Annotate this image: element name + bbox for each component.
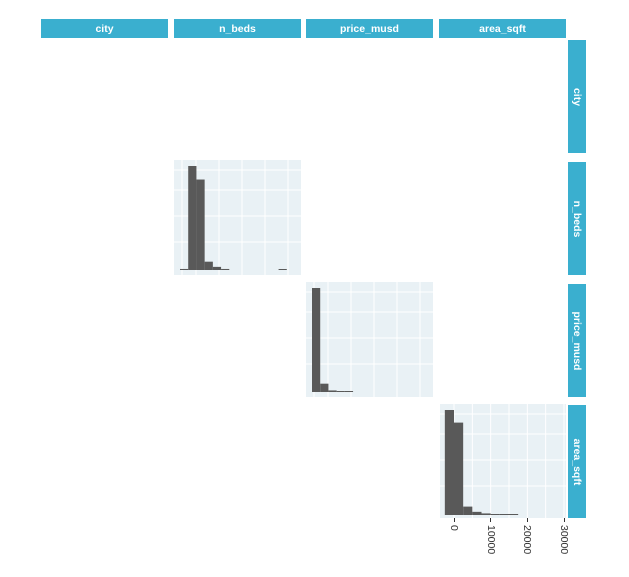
column-strip-price-musd: price_musd xyxy=(306,19,433,38)
x-tick-label: 10000 xyxy=(484,525,497,555)
histogram-bar xyxy=(312,288,321,392)
histogram-bar xyxy=(463,506,473,515)
histogram-bar xyxy=(444,410,454,515)
panel-n-beds-histogram xyxy=(174,160,301,275)
x-tick-label: 30000 xyxy=(558,525,570,555)
row-strip-price-musd-label: price_musd xyxy=(571,311,583,370)
area-sqft-x-axis: 0 10000 20000 30000 xyxy=(440,518,570,577)
x-tick-mark xyxy=(490,518,492,522)
x-tick-mark xyxy=(453,518,455,522)
histogram-bar xyxy=(188,166,197,270)
price-musd-histogram xyxy=(306,282,433,397)
histogram-bar xyxy=(320,383,329,392)
row-strip-city: city xyxy=(568,40,586,153)
row-strip-price-musd: price_musd xyxy=(568,284,586,397)
histogram-bars xyxy=(312,288,354,392)
row-strip-n-beds: n_beds xyxy=(568,162,586,275)
x-tick-mark xyxy=(563,518,565,522)
histogram-bar xyxy=(328,390,337,392)
column-strip-area-sqft: area_sqft xyxy=(439,19,566,38)
histogram-bars xyxy=(444,410,519,515)
histogram-bar xyxy=(221,268,230,270)
histogram-bar xyxy=(344,391,354,392)
histogram-bar xyxy=(196,179,205,270)
histogram-bar xyxy=(509,514,519,515)
histogram-bars xyxy=(180,166,287,270)
area-sqft-histogram xyxy=(440,404,566,518)
x-tick-label: 0 xyxy=(448,525,460,531)
panel-area-sqft-histogram xyxy=(440,404,566,518)
histogram-bar xyxy=(481,513,491,515)
n-beds-histogram xyxy=(174,160,301,275)
x-tick-label: 20000 xyxy=(521,525,534,555)
grid-lines xyxy=(306,282,433,397)
row-strip-n-beds-label: n_beds xyxy=(571,200,583,237)
column-strip-city: city xyxy=(41,19,168,38)
panel-price-musd-histogram xyxy=(306,282,433,397)
histogram-bar xyxy=(490,514,500,515)
histogram-bar xyxy=(499,514,509,515)
histogram-bar xyxy=(278,269,287,270)
column-strip-n-beds: n_beds xyxy=(174,19,301,38)
row-strip-city-label: city xyxy=(571,87,583,106)
histogram-bar xyxy=(454,422,464,515)
x-tick-mark xyxy=(526,518,528,522)
histogram-bar xyxy=(336,391,345,392)
histogram-bar xyxy=(472,511,482,515)
histogram-bar xyxy=(212,266,222,270)
row-strip-area-sqft: area_sqft xyxy=(568,405,586,518)
row-strip-area-sqft-label: area_sqft xyxy=(571,438,583,485)
histogram-bar xyxy=(204,261,213,270)
histogram-bar xyxy=(180,268,189,270)
